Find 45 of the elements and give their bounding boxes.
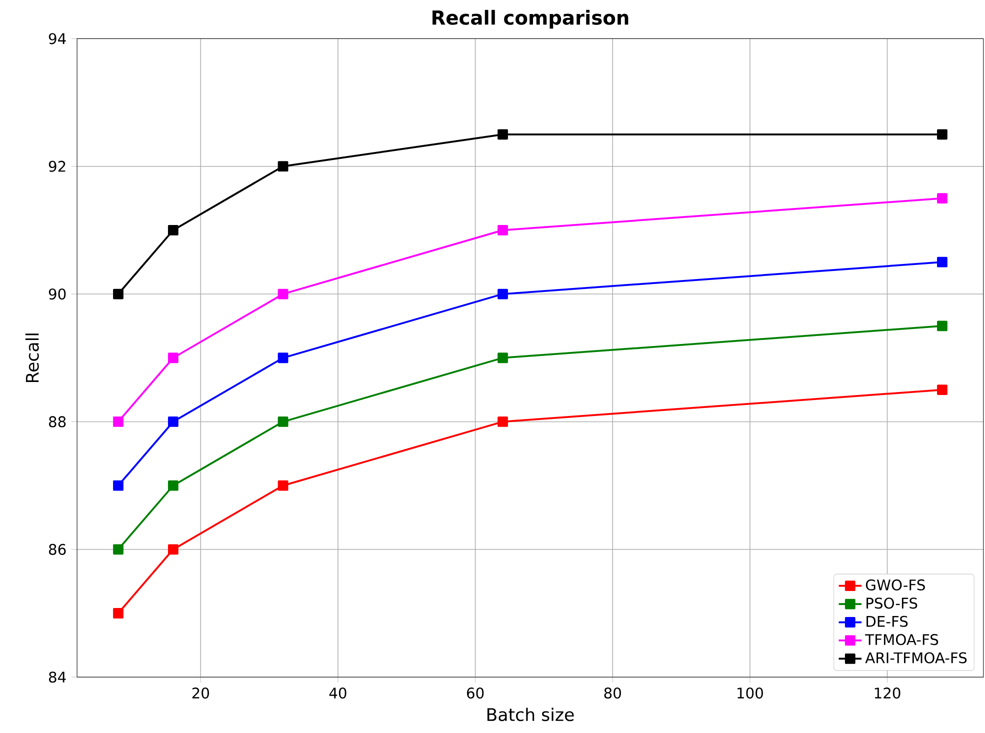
point	[937, 320, 948, 332]
point	[937, 193, 948, 204]
point	[498, 352, 508, 364]
point	[113, 288, 124, 300]
point	[168, 416, 178, 427]
y-tick-label: 88	[49, 416, 66, 428]
point	[937, 129, 948, 140]
y-tick-label: 94	[48, 33, 66, 44]
y-axis-title: Recall	[25, 334, 39, 382]
x-tick-label: 80	[604, 687, 621, 699]
y-tick-label: 86	[49, 544, 66, 555]
legend-label: PSO-FS	[866, 598, 918, 609]
y-tick-label: 92	[48, 160, 66, 172]
y-tick-label: 84	[49, 672, 66, 683]
point	[498, 224, 508, 236]
x-axis-title: Batch size	[487, 708, 574, 722]
point	[498, 129, 508, 140]
point	[168, 544, 178, 555]
legend-label: TFMOA-FS	[865, 634, 938, 646]
legend-label: DE-FS	[866, 616, 908, 627]
y-tick-label: 90	[48, 288, 66, 300]
point	[278, 352, 288, 364]
chart-title: Recall comparison	[432, 10, 628, 29]
point	[113, 608, 124, 618]
point	[278, 416, 288, 427]
point	[168, 224, 178, 236]
x-tick-label: 60	[466, 687, 484, 699]
point	[937, 256, 948, 268]
x-tick-label: 120	[874, 687, 900, 699]
point	[278, 288, 288, 300]
point	[113, 480, 124, 491]
point	[113, 416, 124, 427]
legend-label: ARI-TFMOA-FS	[865, 652, 967, 664]
point	[168, 352, 178, 364]
point	[278, 480, 288, 491]
x-tick-label: 100	[738, 687, 763, 699]
point	[113, 544, 124, 555]
point	[168, 480, 178, 491]
legend-label: GWO-FS	[866, 579, 925, 590]
point	[498, 288, 508, 300]
x-tick-label: 40	[329, 687, 346, 699]
point	[278, 161, 288, 172]
point	[937, 384, 948, 395]
point	[498, 416, 508, 427]
x-tick-label: 20	[192, 687, 209, 699]
